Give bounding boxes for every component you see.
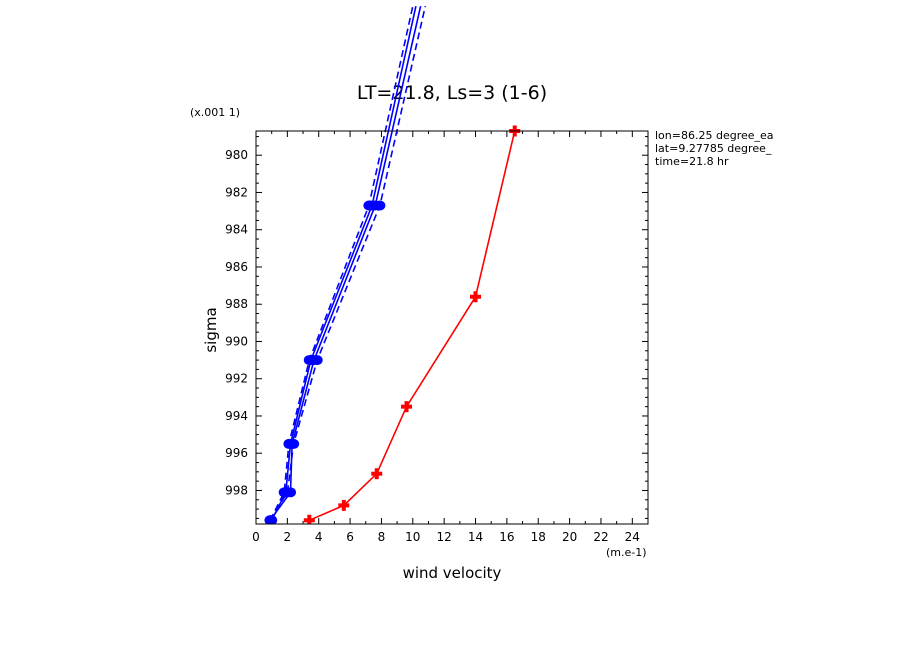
x-tick-label: 20 bbox=[562, 530, 577, 544]
chart-title: LT=21.8, Ls=3 (1-6) bbox=[357, 82, 547, 104]
y-tick-label: 986 bbox=[225, 260, 248, 274]
x-tick-label: 8 bbox=[378, 530, 386, 544]
y-tick-label: 998 bbox=[225, 483, 248, 497]
annotation-lon: lon=86.25 degree_ea bbox=[655, 129, 774, 142]
marker-bar-v bbox=[374, 468, 379, 480]
data-point-marker bbox=[366, 200, 378, 211]
series-line-1 bbox=[269, 6, 414, 521]
x-tick-label: 12 bbox=[437, 530, 452, 544]
data-point-marker bbox=[338, 499, 350, 511]
y-unit-label: (x.001 1) bbox=[190, 106, 240, 119]
marker-bar-v bbox=[307, 514, 312, 524]
data-point-marker bbox=[311, 355, 323, 366]
axes-ticks: 0 2 4 6 8 10 12 14 16 18 20 22 249809829849869889909… bbox=[225, 131, 649, 544]
data-point-marker bbox=[371, 468, 383, 480]
x-tick-label: 16 bbox=[499, 530, 514, 544]
x-tick-label: 10 bbox=[405, 530, 420, 544]
x-tick-label: 2 bbox=[284, 530, 292, 544]
y-tick-label: 990 bbox=[225, 334, 248, 348]
series-line-3 bbox=[269, 6, 427, 521]
plot-frame bbox=[255, 130, 649, 525]
series-line-2 bbox=[270, 6, 417, 521]
x-tick-label: 24 bbox=[625, 530, 640, 544]
y-tick-label: 994 bbox=[225, 409, 248, 423]
y-tick-label: 980 bbox=[225, 148, 248, 162]
y-tick-label: 984 bbox=[225, 223, 248, 237]
series-line-4 bbox=[308, 130, 516, 522]
data-point-marker bbox=[401, 401, 413, 413]
annotation-time: time=21.8 hr bbox=[655, 155, 729, 168]
marker-bar-v bbox=[341, 499, 346, 511]
y-axis-label: sigma bbox=[202, 307, 220, 352]
x-tick-label: 14 bbox=[468, 530, 483, 544]
x-tick-label: 22 bbox=[593, 530, 608, 544]
data-point-marker bbox=[303, 514, 315, 524]
data-point-marker bbox=[281, 487, 293, 498]
marker-bar-v bbox=[473, 291, 478, 303]
x-tick-label: 6 bbox=[346, 530, 354, 544]
data-point-marker bbox=[288, 438, 300, 449]
marker-bar-v bbox=[404, 401, 409, 413]
x-unit-label: (m.e-1) bbox=[606, 546, 647, 559]
y-tick-label: 996 bbox=[225, 446, 248, 460]
annotation-lat: lat=9.27785 degree_ bbox=[655, 142, 772, 155]
y-tick-label: 982 bbox=[225, 185, 248, 199]
x-tick-label: 0 bbox=[252, 530, 260, 544]
data-point-marker bbox=[264, 515, 276, 524]
y-tick-label: 992 bbox=[225, 372, 248, 386]
data-point-marker bbox=[374, 200, 386, 211]
data-point-marker bbox=[470, 291, 482, 303]
y-tick-label: 988 bbox=[225, 297, 248, 311]
x-tick-label: 4 bbox=[315, 530, 323, 544]
x-tick-label: 18 bbox=[531, 530, 546, 544]
x-axis-label: wind velocity bbox=[403, 564, 502, 582]
